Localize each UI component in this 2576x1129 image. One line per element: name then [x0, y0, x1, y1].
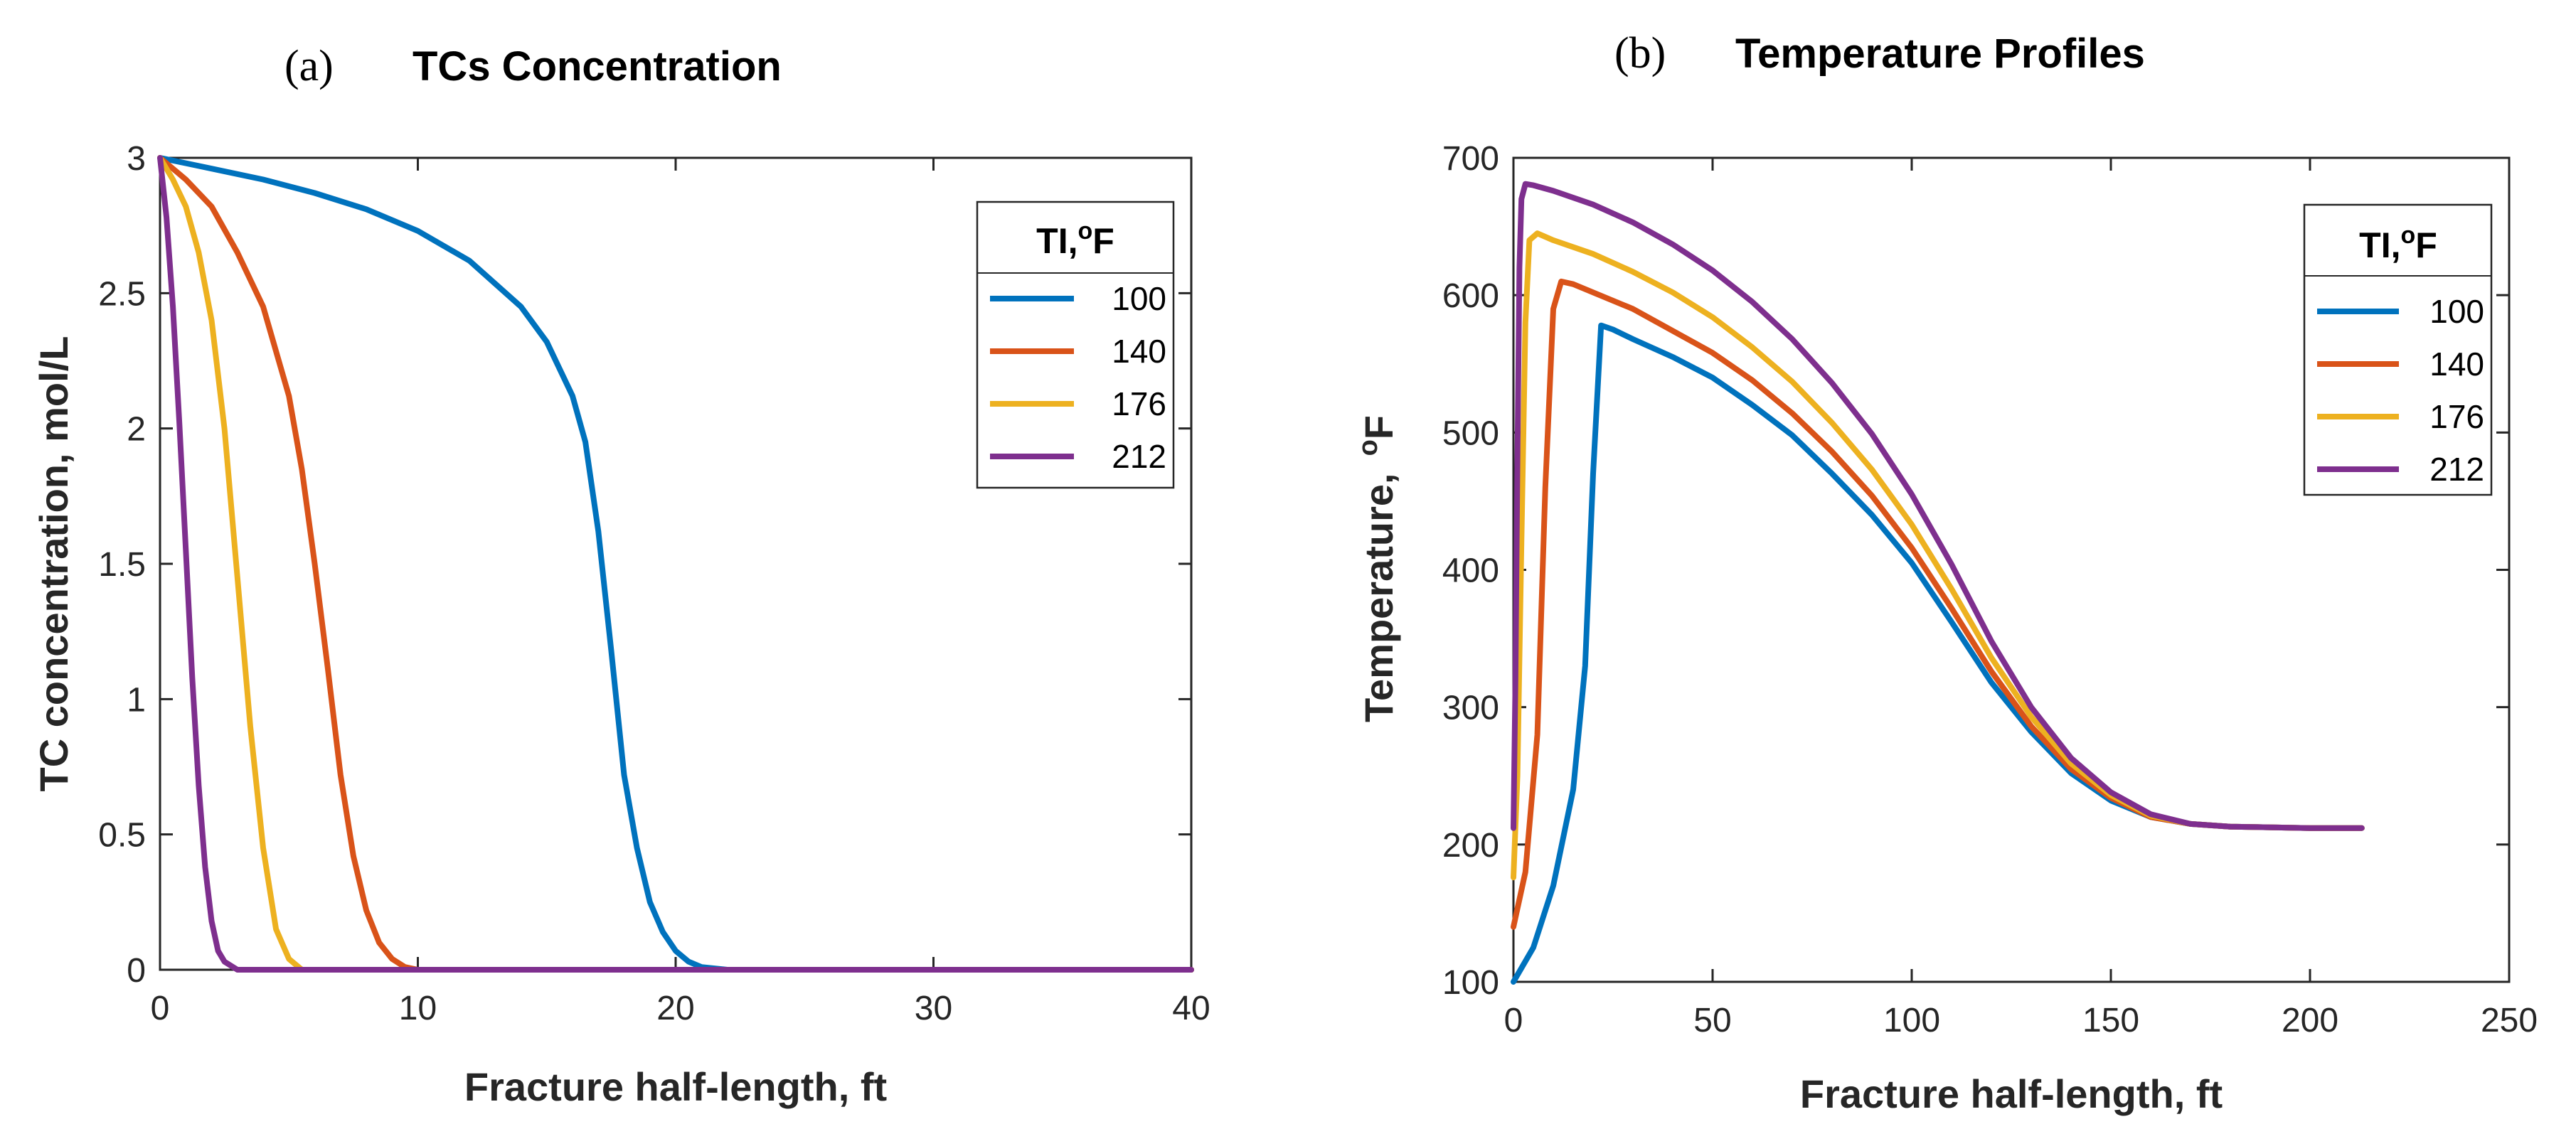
panel-b-series — [1511, 181, 2365, 985]
panel-a-y-tick-label: 3 — [127, 140, 146, 178]
panel-a-y-tick-label: 2 — [127, 411, 146, 449]
panel-a-x-tick-label: 30 — [915, 990, 952, 1027]
panel-b-y-tick-label: 500 — [1442, 414, 1499, 452]
panel-a: (a) TCs Concentration 0 10 20 30 40 0 0.5 1 1.5 2… — [31, 42, 1210, 1109]
panel-b-series-line-212 — [1511, 181, 2365, 831]
panel-b-y-tick-label: 200 — [1442, 827, 1499, 865]
panel-a-series-line-212 — [157, 155, 1194, 973]
panel-b-legend-label-176: 176 — [2429, 398, 2484, 435]
panel-b: (b) Temperature Profiles 0 50 100 150 200 250… — [1353, 29, 2538, 1116]
panel-b-y-tick-label: 600 — [1442, 277, 1499, 315]
panel-b-y-tick-label: 700 — [1442, 140, 1499, 178]
panel-a-title: TCs Concentration — [413, 43, 782, 90]
panel-a-x-tick-label: 0 — [151, 990, 170, 1027]
panel-a-series-line-140 — [157, 155, 1194, 973]
panel-a-legend-title: TI,oF — [1036, 218, 1114, 261]
panel-b-y-tick-label: 400 — [1442, 552, 1499, 590]
panel-a-x-axis-label: Fracture half-length, ft — [464, 1064, 887, 1109]
panel-a-legend-items: 100 140 176 212 — [990, 280, 1166, 475]
panel-b-legend-items: 100 140 176 212 — [2317, 293, 2484, 488]
panel-b-legend-label-140: 140 — [2429, 346, 2484, 382]
panel-a-legend-label-176: 176 — [1112, 385, 1166, 422]
panel-a-y-tick-label: 0.5 — [98, 817, 146, 855]
panel-b-legend-label-100: 100 — [2429, 293, 2484, 330]
panel-b-y-axis-label: Temperature,oF — [1353, 415, 1401, 722]
panel-a-y-tick-label: 1.5 — [98, 546, 146, 584]
panel-a-letter: (a) — [284, 42, 334, 90]
panel-a-x-tick-label: 40 — [1172, 990, 1210, 1027]
panel-b-x-axis-label: Fracture half-length, ft — [1800, 1071, 2223, 1116]
panel-a-y-axis-label: TC concentration, mol/L — [31, 336, 76, 792]
panel-b-x-tick-label: 200 — [2282, 1002, 2338, 1039]
panel-a-legend-label-212: 212 — [1112, 438, 1166, 475]
panel-a-y-tick-label: 1 — [127, 681, 146, 719]
panel-b-x-tick-label: 100 — [1883, 1002, 1940, 1039]
panel-b-tick-labels: 0 50 100 150 200 250 100 200 300 400 500 600 700 — [1442, 140, 2538, 1039]
panel-a-series — [157, 155, 1194, 973]
panel-a-y-tick-label: 2.5 — [98, 275, 146, 313]
panel-b-legend-label-212: 212 — [2429, 451, 2484, 488]
panel-b-legend-box — [2303, 203, 2493, 496]
panel-b-x-tick-label: 150 — [2082, 1002, 2139, 1039]
panel-b-letter: (b) — [1614, 29, 1666, 77]
panel-a-x-tick-label: 10 — [399, 990, 437, 1027]
panel-a-tick-labels: 0 10 20 30 40 0 0.5 1 1.5 2 2.5 3 — [98, 140, 1210, 1027]
panel-a-legend-box — [976, 200, 1175, 489]
panel-a-legend-label-100: 100 — [1112, 280, 1166, 317]
panel-b-title: Temperature Profiles — [1735, 31, 2145, 77]
panel-b-ticks — [1512, 156, 2511, 983]
panel-b-legend: TI,oF 100 140 176 212 — [2303, 203, 2493, 496]
panel-a-x-tick-label: 20 — [656, 990, 694, 1027]
panel-b-x-tick-label: 50 — [1693, 1002, 1731, 1039]
panel-b-x-tick-label: 250 — [2481, 1002, 2538, 1039]
panel-a-series-line-176 — [157, 155, 1194, 973]
panel-b-legend-title: TI,oF — [2359, 222, 2437, 265]
panel-a-legend-label-140: 140 — [1112, 333, 1166, 370]
panel-b-x-tick-label: 0 — [1504, 1002, 1523, 1039]
panel-b-y-tick-label: 300 — [1442, 690, 1499, 727]
panel-b-y-tick-label: 100 — [1442, 964, 1499, 1002]
panel-a-legend: TI,oF 100 140 176 212 — [976, 200, 1175, 489]
panel-a-series-line-100 — [157, 155, 1194, 973]
panel-a-y-tick-label: 0 — [127, 952, 146, 990]
